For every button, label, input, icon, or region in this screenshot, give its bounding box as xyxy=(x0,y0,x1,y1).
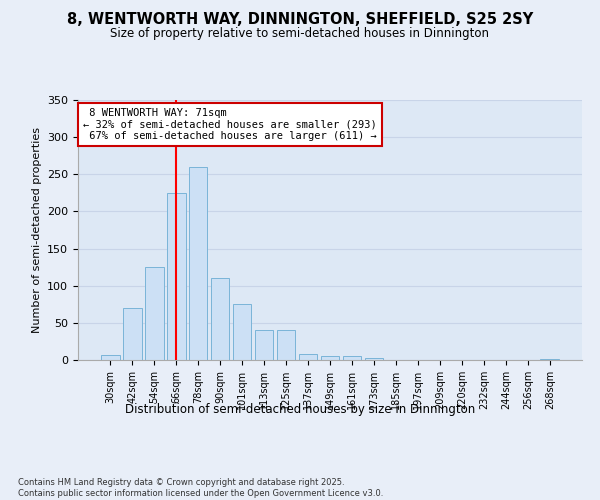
Text: Contains HM Land Registry data © Crown copyright and database right 2025.
Contai: Contains HM Land Registry data © Crown c… xyxy=(18,478,383,498)
Text: 8 WENTWORTH WAY: 71sqm
← 32% of semi-detached houses are smaller (293)
 67% of s: 8 WENTWORTH WAY: 71sqm ← 32% of semi-det… xyxy=(83,108,377,141)
Bar xyxy=(277,330,295,360)
Bar xyxy=(211,278,229,360)
Bar xyxy=(189,167,208,360)
Bar xyxy=(343,356,361,360)
Bar xyxy=(123,308,142,360)
Bar xyxy=(365,358,383,360)
Bar xyxy=(145,267,164,360)
Bar xyxy=(255,330,274,360)
Text: 8, WENTWORTH WAY, DINNINGTON, SHEFFIELD, S25 2SY: 8, WENTWORTH WAY, DINNINGTON, SHEFFIELD,… xyxy=(67,12,533,28)
Bar xyxy=(101,355,119,360)
Text: Size of property relative to semi-detached houses in Dinnington: Size of property relative to semi-detach… xyxy=(110,28,490,40)
Bar xyxy=(299,354,317,360)
Text: Distribution of semi-detached houses by size in Dinnington: Distribution of semi-detached houses by … xyxy=(125,402,475,415)
Bar xyxy=(167,193,185,360)
Bar xyxy=(320,356,340,360)
Y-axis label: Number of semi-detached properties: Number of semi-detached properties xyxy=(32,127,41,333)
Bar xyxy=(541,358,559,360)
Bar xyxy=(233,304,251,360)
